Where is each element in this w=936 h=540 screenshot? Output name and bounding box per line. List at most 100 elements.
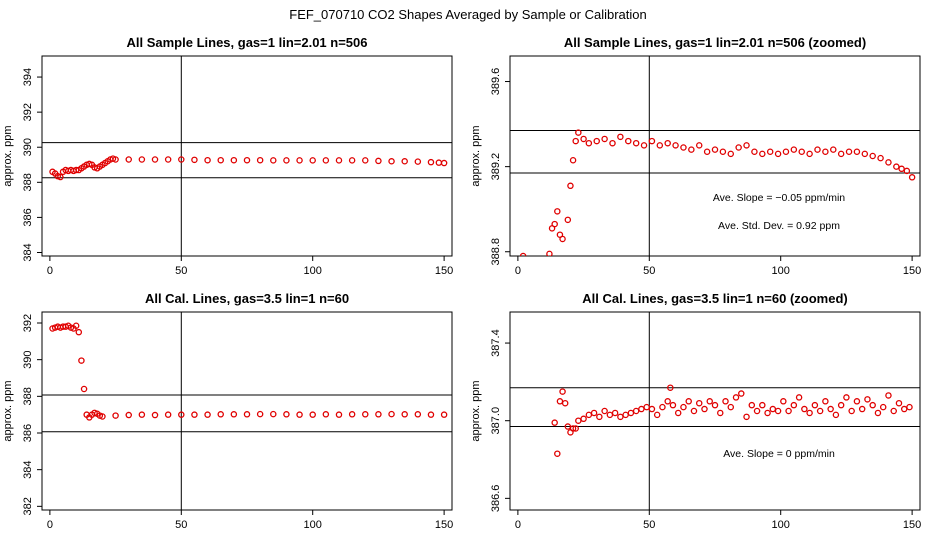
data-point (822, 148, 829, 155)
data-point (388, 410, 395, 418)
data-point (611, 409, 619, 417)
panel-3: All Cal. Lines, gas=3.5 lin=1 n=60 0 50 100… (2, 291, 453, 531)
data-point (440, 159, 448, 167)
data-point (837, 150, 845, 158)
data-point (659, 403, 666, 411)
annotation: Ave. Std. Dev. = 0.92 ppm (718, 220, 840, 232)
data-point (885, 392, 892, 399)
x-tick-label: 0 (515, 265, 521, 277)
data-point (782, 148, 790, 155)
data-point (848, 407, 855, 415)
data-point (648, 137, 656, 145)
data-point (653, 411, 661, 419)
y-tick-label: 394 (22, 68, 34, 86)
data-point (874, 409, 882, 417)
data-point (606, 411, 614, 419)
data-point (585, 139, 593, 147)
data-point (727, 403, 735, 411)
panel-1: All Sample Lines, gas=1 lin=2.01 n=506 0 5… (2, 35, 453, 277)
data-point (362, 157, 369, 164)
data-point (895, 399, 903, 407)
data-point (335, 411, 343, 418)
data-point (801, 405, 808, 413)
data-point (564, 216, 572, 224)
data-point (656, 142, 664, 149)
data-point (554, 208, 561, 215)
data-point (890, 407, 897, 415)
data-point (125, 411, 132, 419)
data-point (774, 150, 782, 158)
data-point (593, 137, 600, 145)
data-point (643, 403, 650, 411)
x-tick-label: 0 (47, 265, 53, 277)
data-point (845, 148, 853, 155)
data-point (664, 398, 671, 405)
x-tick-label: 100 (304, 519, 322, 531)
data-point (774, 407, 782, 415)
data-point (827, 405, 834, 413)
y-tick-label: 392 (22, 103, 34, 121)
data-point (903, 167, 911, 175)
data-point (151, 156, 159, 163)
data-point (735, 144, 742, 151)
data-point (217, 411, 224, 418)
data-point (138, 156, 146, 163)
data-point (822, 398, 829, 405)
data-point (561, 399, 569, 407)
data-point (322, 157, 330, 164)
x-tick-label: 150 (435, 265, 453, 277)
data-point (309, 157, 316, 164)
data-point (632, 407, 640, 415)
data-point (858, 405, 866, 413)
data-point (625, 137, 632, 145)
plot-frame (41, 311, 453, 511)
data-point (806, 150, 813, 158)
data-point (585, 411, 593, 419)
data-point (335, 157, 343, 164)
data-point (427, 158, 435, 166)
data-point (711, 146, 719, 153)
data-point (401, 158, 408, 165)
data-point (669, 401, 677, 409)
data-point (617, 413, 624, 421)
data-point (900, 405, 908, 413)
data-point (853, 398, 861, 405)
y-axis-label: approx. ppm (2, 380, 14, 441)
data-point (80, 385, 88, 393)
x-tick-label: 0 (47, 519, 53, 531)
data-point (617, 133, 624, 141)
data-point (814, 146, 821, 153)
data-point (701, 405, 708, 413)
data-point (217, 156, 224, 164)
data-point (230, 156, 238, 164)
panel-2: All Sample Lines, gas=1 lin=2.01 n=506 (… (470, 35, 921, 277)
data-point (270, 410, 277, 418)
x-tick-label: 150 (435, 519, 453, 531)
data-point (519, 252, 527, 256)
data-point (204, 411, 211, 418)
data-point (837, 401, 845, 409)
data-point (569, 425, 577, 432)
y-tick-label: 392 (22, 314, 34, 332)
data-point (375, 157, 382, 165)
panel-4: All Cal. Lines, gas=3.5 lin=1 n=60 (zoom… (470, 291, 921, 531)
data-point (627, 409, 635, 417)
y-tick-label: 384 (22, 243, 34, 261)
data-point (869, 152, 876, 160)
data-point (243, 411, 251, 418)
data-point (575, 129, 582, 136)
data-point (843, 394, 850, 401)
data-point (580, 415, 587, 423)
data-point (596, 413, 603, 421)
data-point (832, 411, 840, 419)
y-axis-label: approx. ppm (470, 380, 482, 441)
data-point (178, 411, 185, 418)
data-point (78, 357, 85, 364)
panel-title: All Sample Lines, gas=1 lin=2.01 n=506 (… (564, 35, 866, 50)
data-point (869, 401, 876, 409)
data-point (178, 156, 185, 163)
data-point (748, 401, 756, 409)
data-point (191, 411, 198, 418)
data-point (575, 417, 582, 424)
